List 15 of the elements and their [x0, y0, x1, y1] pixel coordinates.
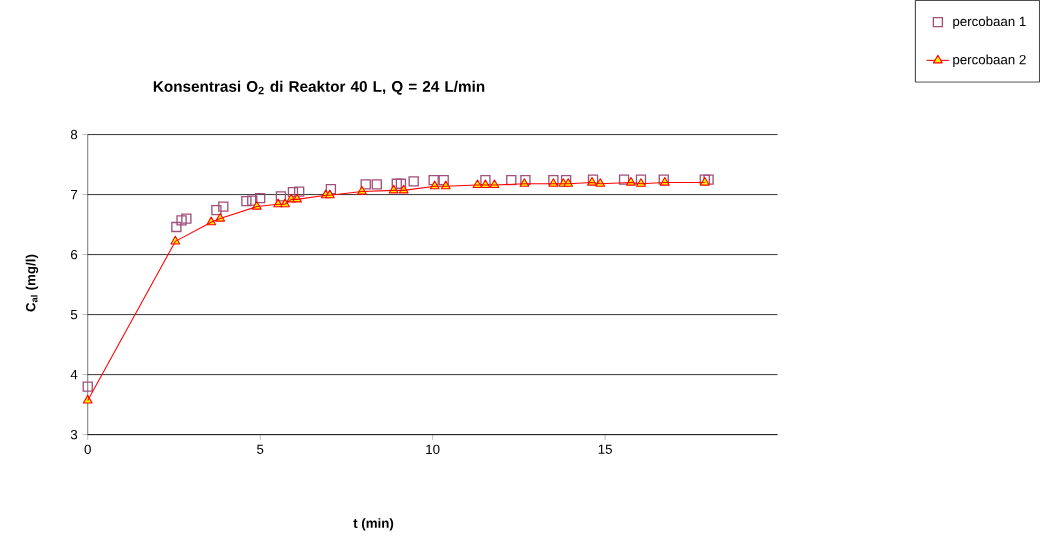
- y-tick-label: 5: [70, 309, 78, 320]
- y-tick-label: 8: [70, 129, 78, 140]
- y-tick-label: 3: [70, 429, 78, 440]
- x-tick-label: 15: [598, 444, 612, 454]
- x-tick-label: 0: [84, 444, 91, 454]
- y-tick-label: 6: [70, 249, 78, 260]
- chart-title: Konsentrasi O$_{2}$ di Reaktor 40 L, Q = 24 L/min: [153, 80, 485, 95]
- legend-label: percobaan 1: [953, 16, 1026, 29]
- x-tick-label: 5: [257, 444, 264, 454]
- legend-label: percobaan 2: [953, 54, 1026, 67]
- y-tick-label: 7: [71, 189, 78, 200]
- x-tick-label: 10: [426, 444, 440, 454]
- x-axis-title: t (min): [353, 518, 394, 531]
- y-axis-title: C$_{al}$ (mg/l): [25, 254, 39, 312]
- y-tick-label: 4: [70, 369, 78, 380]
